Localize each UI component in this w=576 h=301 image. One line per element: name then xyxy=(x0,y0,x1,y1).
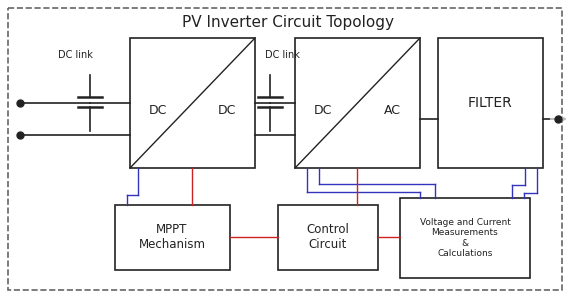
Bar xyxy=(438,38,543,168)
Bar xyxy=(400,198,530,278)
Text: AC: AC xyxy=(384,104,400,117)
Text: DC: DC xyxy=(218,104,236,117)
Text: FILTER: FILTER xyxy=(468,96,513,110)
Text: DC link: DC link xyxy=(265,50,300,60)
Bar xyxy=(295,38,420,168)
Bar xyxy=(278,205,378,270)
Text: MPPT
Mechanism: MPPT Mechanism xyxy=(138,223,206,251)
Bar xyxy=(130,38,255,168)
Text: Control
Circuit: Control Circuit xyxy=(306,223,350,251)
Text: PV Inverter Circuit Topology: PV Inverter Circuit Topology xyxy=(182,14,394,29)
Text: DC: DC xyxy=(314,104,332,117)
Bar xyxy=(115,205,230,270)
Text: DC: DC xyxy=(149,104,167,117)
Text: DC link: DC link xyxy=(58,50,93,60)
Text: Voltage and Current
Measurements
&
Calculations: Voltage and Current Measurements & Calcu… xyxy=(419,218,510,258)
